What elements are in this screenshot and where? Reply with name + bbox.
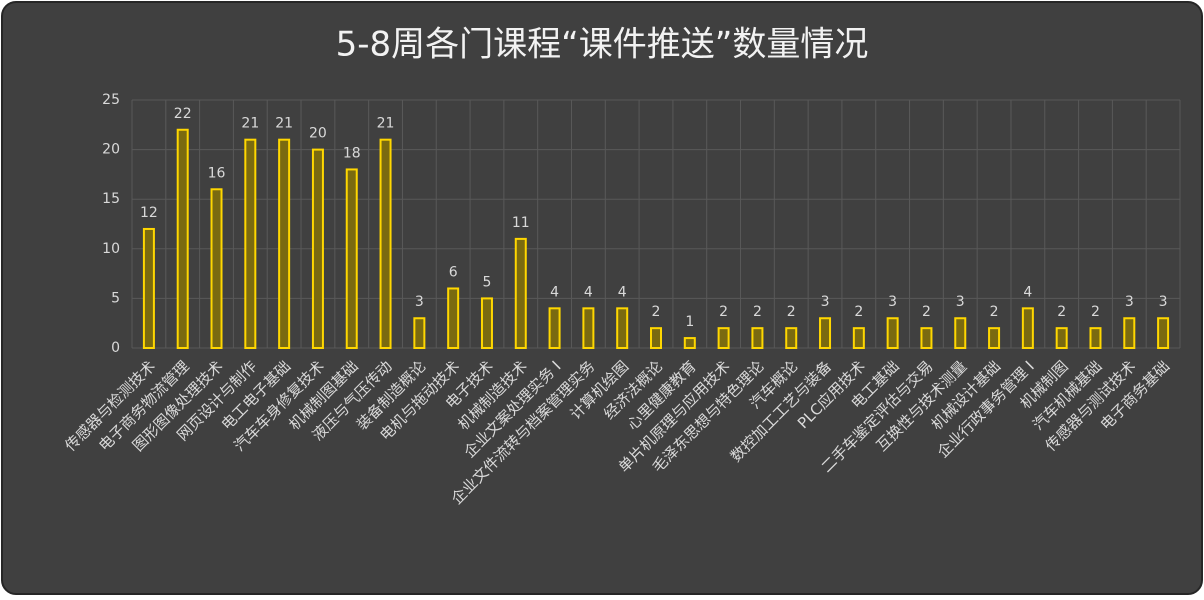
bar xyxy=(413,317,426,349)
data-label: 4 xyxy=(584,284,593,300)
data-label: 21 xyxy=(377,116,395,132)
y-tick-label: 15 xyxy=(102,191,120,207)
data-label: 18 xyxy=(343,145,361,161)
data-label: 16 xyxy=(208,165,226,181)
data-label: 20 xyxy=(309,126,327,142)
bar xyxy=(1055,327,1068,350)
bar xyxy=(683,337,696,349)
bar xyxy=(988,327,1001,350)
data-label: 2 xyxy=(1091,304,1100,320)
bar xyxy=(785,327,798,350)
data-label: 2 xyxy=(854,304,863,320)
data-label: 3 xyxy=(415,294,424,310)
bar xyxy=(1123,317,1136,349)
bar xyxy=(886,317,899,349)
data-label: 11 xyxy=(512,215,530,231)
data-label: 4 xyxy=(1023,284,1032,300)
data-label: 12 xyxy=(140,205,158,221)
bar xyxy=(210,188,223,349)
data-label: 6 xyxy=(449,264,458,280)
y-tick-label: 20 xyxy=(102,142,120,158)
data-label: 3 xyxy=(888,294,897,310)
data-label: 1 xyxy=(685,314,694,330)
bar xyxy=(852,327,865,350)
bar xyxy=(345,168,358,349)
bar xyxy=(1157,317,1170,349)
bar xyxy=(717,327,730,350)
bar xyxy=(548,307,561,350)
data-label: 2 xyxy=(922,304,931,320)
data-label: 5 xyxy=(483,274,492,290)
bar xyxy=(751,327,764,350)
y-tick-label: 0 xyxy=(111,340,120,356)
bar xyxy=(954,317,967,349)
data-label: 2 xyxy=(753,304,762,320)
chart-title: 5-8周各门课程“课件推送”数量情况 xyxy=(336,25,869,65)
bar xyxy=(650,327,662,350)
bar xyxy=(278,138,291,349)
y-tick-label: 25 xyxy=(102,92,120,108)
data-label: 4 xyxy=(550,284,559,300)
data-label: 3 xyxy=(821,294,830,310)
bar xyxy=(176,128,189,349)
bar xyxy=(819,317,832,349)
data-label: 2 xyxy=(787,304,796,320)
data-label: 3 xyxy=(1159,294,1168,310)
bar xyxy=(920,327,933,350)
bar xyxy=(379,138,392,349)
bar xyxy=(142,227,155,350)
y-tick-label: 10 xyxy=(102,241,120,257)
data-label: 3 xyxy=(1125,294,1134,310)
data-label: 21 xyxy=(241,116,259,132)
data-label: 2 xyxy=(990,304,999,320)
y-tick-label: 5 xyxy=(111,290,120,306)
data-label: 2 xyxy=(1057,304,1066,320)
bar xyxy=(1021,307,1034,350)
data-label: 2 xyxy=(652,304,661,320)
bar xyxy=(1089,327,1102,350)
data-label: 2 xyxy=(719,304,728,320)
data-label: 4 xyxy=(618,284,627,300)
bar xyxy=(616,307,629,350)
bar xyxy=(244,138,257,349)
bar xyxy=(447,287,460,350)
data-label: 3 xyxy=(956,294,965,310)
bar xyxy=(311,148,324,349)
data-label: 22 xyxy=(174,106,192,122)
bar xyxy=(514,237,527,350)
bar xyxy=(480,297,493,349)
data-label: 21 xyxy=(275,116,293,132)
bar xyxy=(582,307,595,350)
